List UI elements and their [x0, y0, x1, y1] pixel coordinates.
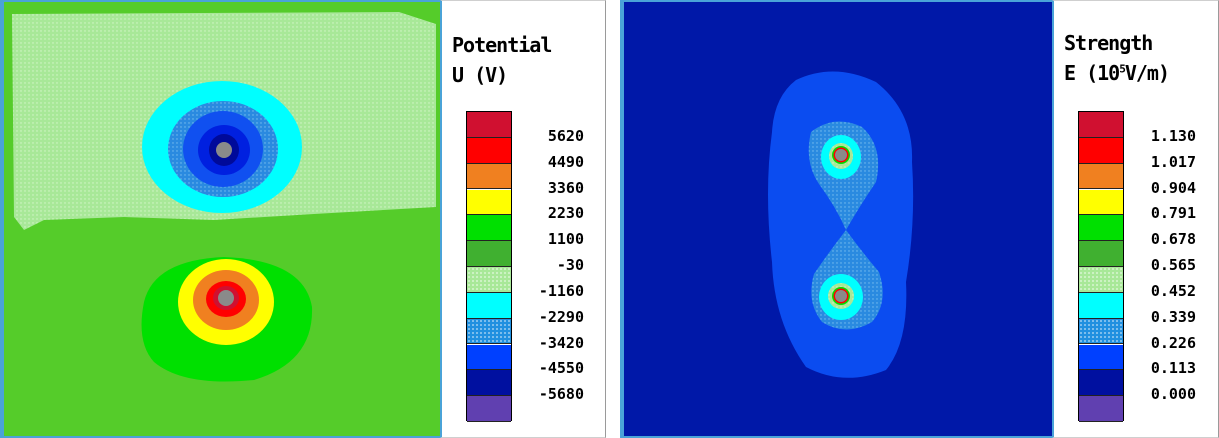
strength-swatch [1079, 189, 1123, 216]
potential-color-bar [466, 111, 512, 422]
negative-charge-marker [216, 142, 232, 158]
strength-tick-label: 0.678 [1150, 230, 1196, 249]
strength-legend-unit: E (105V/m) [1064, 61, 1170, 85]
strength-tick-label: 0.452 [1150, 281, 1196, 300]
strength-unit-exponent: 5 [1119, 62, 1126, 76]
potential-contour-svg [4, 2, 440, 436]
strength-swatch [1079, 318, 1123, 345]
potential-tick-label: -30 [556, 256, 584, 274]
strength-swatch [1079, 112, 1123, 138]
strength-tick-label: 0.565 [1150, 256, 1196, 274]
potential-swatch [467, 267, 511, 293]
strength-tick-label: 1.017 [1150, 152, 1196, 171]
potential-tick-label: -2290 [538, 307, 584, 326]
potential-swatch [467, 163, 511, 190]
potential-swatch [467, 370, 511, 397]
potential-legend-title: Potential [452, 33, 552, 57]
potential-swatch [467, 112, 511, 138]
potential-tick-label: 2230 [547, 204, 584, 223]
potential-tick-label: -4550 [538, 359, 584, 378]
strength-swatch [1079, 370, 1123, 397]
strength-tick-label: 1.130 [1150, 126, 1196, 145]
potential-tick-label: 4490 [547, 152, 584, 171]
strength-legend: Strength E (105V/m) 1.130 1.017 0.904 0.791… [1052, 0, 1219, 438]
strength-unit-prefix: E (10 [1064, 61, 1120, 85]
potential-swatch [467, 241, 511, 267]
strength-tick-label: 0.904 [1150, 178, 1196, 197]
potential-tick-label: -5680 [538, 385, 584, 404]
positive-charge-marker [218, 290, 234, 306]
potential-swatch [467, 292, 511, 319]
potential-tick-label: 1100 [547, 230, 584, 249]
potential-swatch [467, 396, 511, 422]
strength-tick-label: 0.791 [1150, 204, 1196, 223]
strength-swatch [1079, 137, 1123, 164]
strength-swatch [1079, 396, 1123, 422]
strength-legend-title: Strength [1064, 31, 1153, 55]
potential-legend-unit: U (V) [452, 63, 508, 87]
strength-swatch [1079, 241, 1123, 267]
strength-tick-label: 0.339 [1150, 307, 1196, 326]
potential-legend: Potential U (V) 5620 4490 3360 2230 1100 -30 -… [440, 0, 606, 438]
upper-charge-marker [835, 149, 847, 161]
strength-unit-suffix: V/m) [1124, 61, 1170, 85]
strength-swatch [1079, 344, 1123, 371]
potential-panel: Potential U (V) 5620 4490 3360 2230 1100 -30 -… [0, 0, 606, 438]
potential-swatch [467, 215, 511, 242]
strength-tick-label: 0.226 [1150, 333, 1196, 352]
potential-contour-plot [0, 0, 440, 438]
potential-swatch [467, 189, 511, 216]
lower-charge-marker [835, 290, 847, 302]
potential-swatch [467, 137, 511, 164]
strength-tick-label: 0.113 [1150, 359, 1196, 378]
potential-tick-label: -3420 [538, 333, 584, 352]
potential-swatch [467, 318, 511, 345]
strength-swatch [1079, 215, 1123, 242]
strength-color-bar [1078, 111, 1124, 422]
strength-contour-plot [620, 0, 1052, 438]
potential-tick-label: 5620 [547, 126, 584, 145]
strength-swatch [1079, 292, 1123, 319]
strength-contour-svg [624, 2, 1052, 436]
strength-tick-label: 0.000 [1150, 385, 1196, 404]
potential-tick-label: -1160 [538, 281, 584, 300]
potential-tick-label: 3360 [547, 178, 584, 197]
strength-panel: Strength E (105V/m) 1.130 1.017 0.904 0.791… [620, 0, 1219, 438]
potential-swatch [467, 344, 511, 371]
region-0113 [768, 71, 914, 378]
strength-swatch [1079, 163, 1123, 190]
strength-swatch [1079, 267, 1123, 293]
